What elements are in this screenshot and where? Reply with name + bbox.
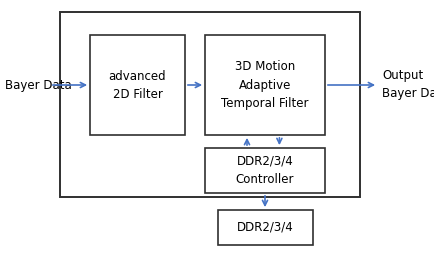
Bar bbox=[217, 210, 312, 245]
Bar bbox=[60, 12, 359, 197]
Text: Bayer Data: Bayer Data bbox=[5, 78, 72, 91]
Text: advanced
2D Filter: advanced 2D Filter bbox=[108, 69, 166, 100]
Text: 3D Motion
Adaptive
Temporal Filter: 3D Motion Adaptive Temporal Filter bbox=[221, 61, 308, 110]
Text: Output
Bayer Data: Output Bayer Data bbox=[381, 69, 434, 100]
Bar bbox=[204, 148, 324, 193]
Bar bbox=[90, 35, 184, 135]
Text: DDR2/3/4: DDR2/3/4 bbox=[237, 221, 293, 234]
Bar bbox=[204, 35, 324, 135]
Text: DDR2/3/4
Controller: DDR2/3/4 Controller bbox=[235, 155, 293, 186]
